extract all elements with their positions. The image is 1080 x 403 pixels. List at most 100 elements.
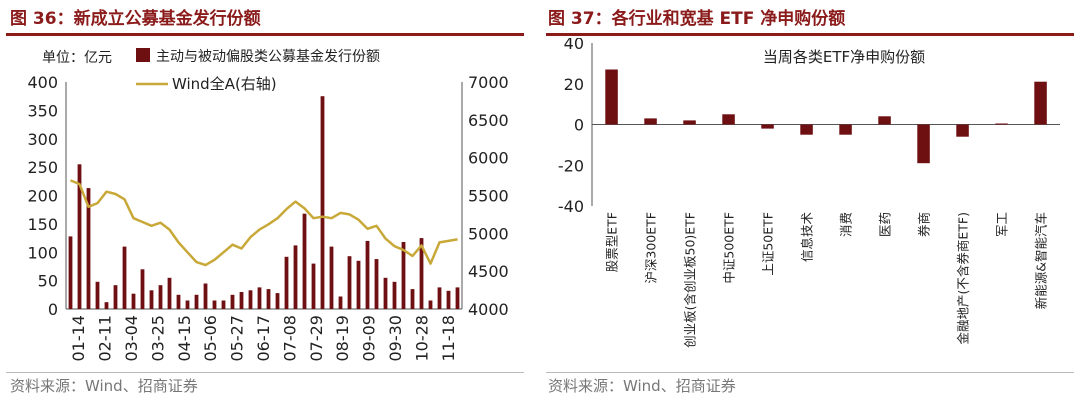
issuance-bar — [248, 290, 253, 309]
x-tick-label: 03-04 — [122, 315, 141, 362]
issuance-bar — [437, 287, 442, 309]
x-tick-label: 07-08 — [280, 315, 299, 362]
figure-36-title: 图 36：新成立公募基金发行份额 — [10, 9, 261, 29]
issuance-bar — [95, 281, 100, 309]
category-label: 新能源&智能汽车 — [1034, 212, 1049, 309]
etf-bar — [995, 123, 1008, 125]
figure-36-source: 资料来源：Wind、招商证券 — [10, 377, 198, 395]
etf-bar — [878, 116, 891, 125]
issuance-bar — [275, 293, 280, 309]
y-tick-label: 300 — [27, 130, 58, 149]
category-label: 券商 — [917, 212, 932, 237]
etf-bar — [917, 124, 930, 164]
y-tick-label: 0 — [574, 116, 584, 135]
issuance-bar — [293, 245, 298, 309]
figure-37-panel: 图 37：各行业和宽基 ETF 净申购份额 -40 -20 0 20 40 当周各类ETF… — [540, 0, 1080, 403]
issuance-bar — [392, 281, 397, 309]
issuance-bar — [86, 188, 91, 309]
legend-label-line: Wind全A(右轴) — [172, 75, 277, 93]
issuance-bar — [320, 96, 325, 309]
y-tick-label: 20 — [564, 75, 584, 94]
etf-bar — [605, 69, 618, 125]
issuance-bar — [347, 256, 352, 309]
category-label: 消费 — [839, 212, 854, 237]
issuance-bar — [329, 246, 334, 309]
etf-bar — [761, 124, 774, 129]
issuance-bar — [266, 289, 271, 309]
issuance-bar — [212, 300, 217, 309]
x-tick-label: 09-30 — [386, 315, 405, 362]
y-tick-label: -40 — [558, 197, 584, 216]
category-label: 创业板(含创业板50)ETF — [683, 212, 698, 348]
category-label: 股票型ETF — [605, 212, 620, 272]
issuance-bar — [302, 213, 307, 309]
issuance-bar — [410, 289, 415, 309]
y-tick-label: 350 — [27, 101, 58, 120]
y-tick-label: 200 — [27, 187, 58, 206]
figure-37-source: 资料来源：Wind、招商证券 — [548, 377, 736, 395]
legend-swatch-bars — [136, 48, 150, 62]
issuance-bar — [176, 294, 181, 309]
x-tick-label: 05-27 — [228, 315, 247, 362]
issuance-bar — [185, 300, 190, 309]
y2-tick-label: 6500 — [468, 111, 509, 130]
title-divider — [6, 33, 524, 36]
issuance-bar — [122, 246, 127, 309]
category-label: 金融地产(不含券商ETF) — [956, 212, 971, 344]
issuance-bar — [257, 287, 262, 309]
issuance-bar — [167, 277, 172, 309]
figure-36-panel: 图 36：新成立公募基金发行份额 0 50 100 150 200 250 300 350 40… — [0, 0, 530, 403]
x-tick-label: 05-06 — [201, 315, 220, 362]
x-tick-label: 04-15 — [175, 315, 194, 362]
category-label: 中证500ETF — [722, 212, 737, 284]
issuance-bar — [284, 256, 289, 309]
etf-bar — [683, 120, 696, 125]
issuance-bar — [446, 290, 451, 309]
issuance-bar — [338, 296, 343, 309]
y2-tick-label: 7000 — [468, 73, 509, 92]
issuance-bar — [77, 164, 82, 309]
wind-all-a-line — [70, 179, 458, 267]
fund-issuance-chart: 0 50 100 150 200 250 300 350 400 4000 4500 5000 5500… — [27, 48, 509, 362]
y-tick-label: -20 — [558, 156, 584, 175]
chart-inner-title: 当周各类ETF净申购份额 — [763, 48, 925, 66]
x-tick-label: 01-14 — [69, 315, 88, 362]
etf-bar — [1034, 81, 1047, 125]
y-tick-label: 50 — [38, 272, 58, 291]
issuance-bar — [374, 259, 379, 309]
x-tick-label: 07-29 — [307, 315, 326, 362]
issuance-bar — [239, 292, 244, 309]
etf-bar — [956, 124, 969, 137]
y2-tick-label: 4000 — [468, 300, 509, 319]
x-tick-label: 10-28 — [412, 315, 431, 362]
issuance-bar — [428, 300, 433, 309]
issuance-bar — [113, 285, 118, 309]
category-label: 军工 — [995, 212, 1010, 237]
issuance-bar — [383, 277, 388, 309]
x-tick-label: 03-25 — [148, 315, 167, 362]
y-tick-label: 0 — [48, 300, 58, 319]
category-label: 信息技术 — [800, 212, 815, 263]
y-tick-label: 400 — [27, 73, 58, 92]
source-divider — [546, 372, 1074, 373]
issuance-bar — [149, 290, 154, 309]
x-tick-label: 06-17 — [254, 315, 273, 362]
etf-bar — [722, 114, 735, 125]
x-tick-label: 09-09 — [360, 315, 379, 362]
etf-bar — [644, 118, 657, 125]
category-label: 上证50ETF — [761, 212, 776, 276]
issuance-bar — [455, 287, 460, 309]
issuance-bar — [203, 283, 208, 309]
x-tick-label: 11-18 — [439, 315, 458, 362]
issuance-bar — [68, 236, 73, 309]
source-divider — [6, 372, 524, 373]
title-divider — [546, 33, 1074, 36]
y-tick-label: 150 — [27, 215, 58, 234]
y2-tick-label: 5000 — [468, 224, 509, 243]
y2-tick-label: 4500 — [468, 262, 509, 281]
issuance-bar — [104, 302, 109, 309]
issuance-bar — [419, 238, 424, 309]
y-tick-label: 250 — [27, 158, 58, 177]
issuance-bar — [221, 300, 226, 309]
